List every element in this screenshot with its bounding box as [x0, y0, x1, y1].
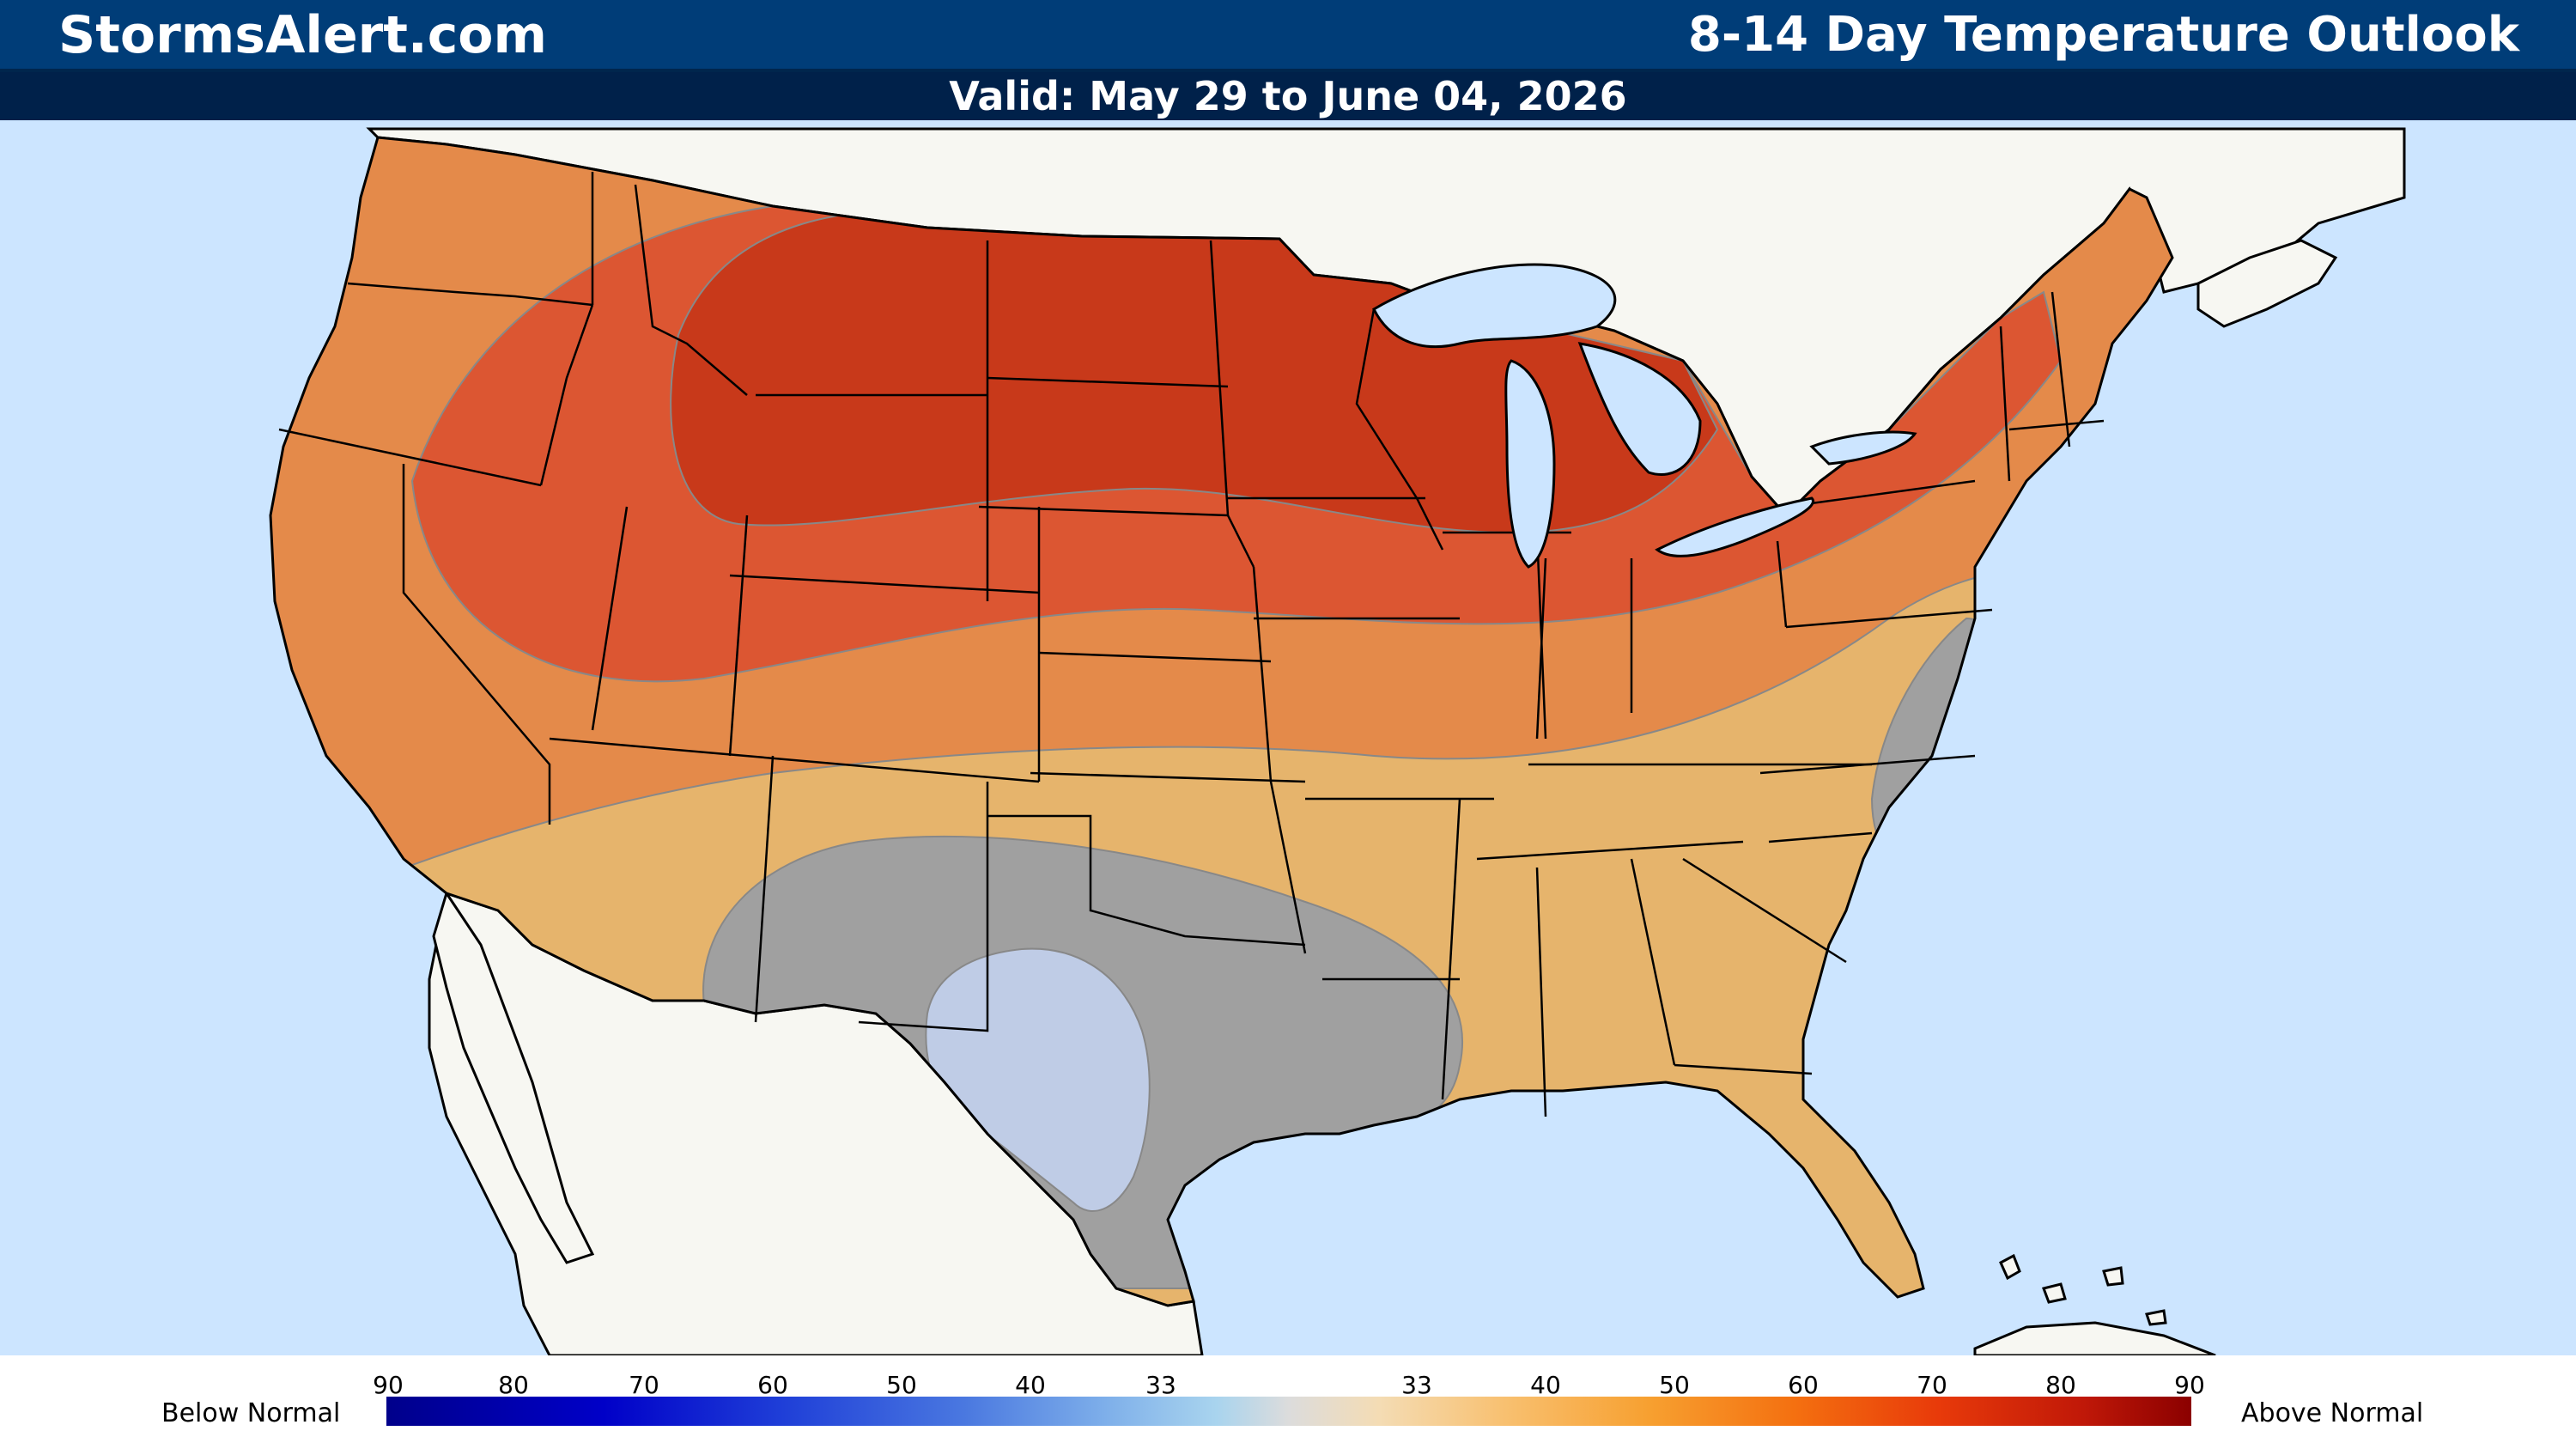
border-nv-ut	[591, 506, 629, 731]
border-ms-la	[1441, 798, 1461, 1100]
tick-above-50: 50	[1659, 1371, 1690, 1399]
border-nd-sd	[987, 376, 1229, 388]
tick-above-80: 80	[2045, 1371, 2076, 1399]
lake-superior	[1372, 263, 1617, 349]
border-sd-ne	[978, 505, 1229, 517]
border-ut-co	[728, 514, 749, 757]
border-ga-fl	[1674, 1063, 1813, 1075]
tick-below-40: 40	[1015, 1371, 1046, 1399]
above-normal-label: Above Normal	[2241, 1398, 2424, 1428]
border-new-england	[2008, 419, 2105, 431]
tick-below-33: 33	[1145, 1371, 1176, 1399]
lake-huron	[1577, 342, 1702, 476]
tick-below-80: 80	[498, 1371, 529, 1399]
border-nh-me	[2050, 291, 2071, 448]
border-or-ca-nv	[278, 428, 542, 487]
border-va-nc	[1759, 754, 1976, 775]
border-in-oh	[1535, 557, 1547, 740]
border-wa-or	[347, 282, 593, 307]
border-tn-s	[1476, 840, 1744, 861]
border-ca-nv	[402, 464, 551, 825]
color-scale-gradient	[386, 1397, 2191, 1426]
border-ok-tx	[987, 814, 1306, 947]
border-ne-ks	[1038, 651, 1272, 663]
color-scale-bar	[386, 1397, 2191, 1426]
border-nm-tx	[858, 782, 989, 1032]
border-id-or	[539, 304, 594, 486]
border-pa-md	[1785, 608, 1993, 629]
border-nc-sc	[1768, 831, 1873, 843]
below-normal-label: Below Normal	[161, 1398, 341, 1428]
header-bar: StormsAlert.com 8-14 Day Temperature Out…	[0, 0, 2576, 72]
tick-above-33: 33	[1401, 1371, 1432, 1399]
border-az-nm	[754, 755, 775, 1023]
maritimes-land	[2196, 239, 2338, 328]
tick-below-90: 90	[373, 1371, 404, 1399]
lake-ontario	[1809, 430, 1917, 466]
state-borders	[278, 172, 2105, 1117]
tick-above-40: 40	[1530, 1371, 1561, 1399]
border-dakotas-mn	[1209, 240, 1255, 568]
valid-date-bar: Valid: May 29 to June 04, 2026	[0, 72, 2576, 120]
outlook-title: 8-14 Day Temperature Outlook	[1687, 7, 2519, 63]
border-ga-sc	[1682, 857, 1847, 964]
tick-above-90: 90	[2174, 1371, 2205, 1399]
border-pa-ny	[1785, 479, 1976, 508]
tick-above-70: 70	[1917, 1371, 1947, 1399]
border-al-ga	[1630, 858, 1676, 1066]
lake-erie	[1655, 496, 1815, 557]
border-id-mt	[634, 184, 748, 396]
lake-michigan	[1504, 359, 1556, 569]
site-title: StormsAlert.com	[58, 5, 548, 65]
cuba-island	[1973, 1321, 2216, 1355]
border-ks-mo	[1252, 566, 1307, 954]
border-ny-vt-nh	[1999, 326, 2011, 482]
tick-below-70: 70	[629, 1371, 659, 1399]
border-mn-wi	[1355, 308, 1444, 551]
border-ks-ok	[1030, 771, 1306, 783]
border-ms-al	[1535, 867, 1547, 1117]
temperature-outlook-map	[0, 120, 2576, 1355]
baja-california	[432, 890, 595, 1264]
great-lakes	[1372, 263, 1917, 569]
legend-bar: Below Normal Above Normal 90 80 70 60 50…	[0, 1355, 2576, 1443]
valid-date-text: Valid: May 29 to June 04, 2026	[949, 73, 1627, 119]
border-oh-pa	[1776, 540, 1788, 628]
tick-above-60: 60	[1788, 1371, 1819, 1399]
bahamas-islands	[1999, 1253, 2167, 1326]
tick-below-60: 60	[757, 1371, 788, 1399]
border-co-nm	[549, 737, 1040, 783]
tick-below-50: 50	[886, 1371, 917, 1399]
